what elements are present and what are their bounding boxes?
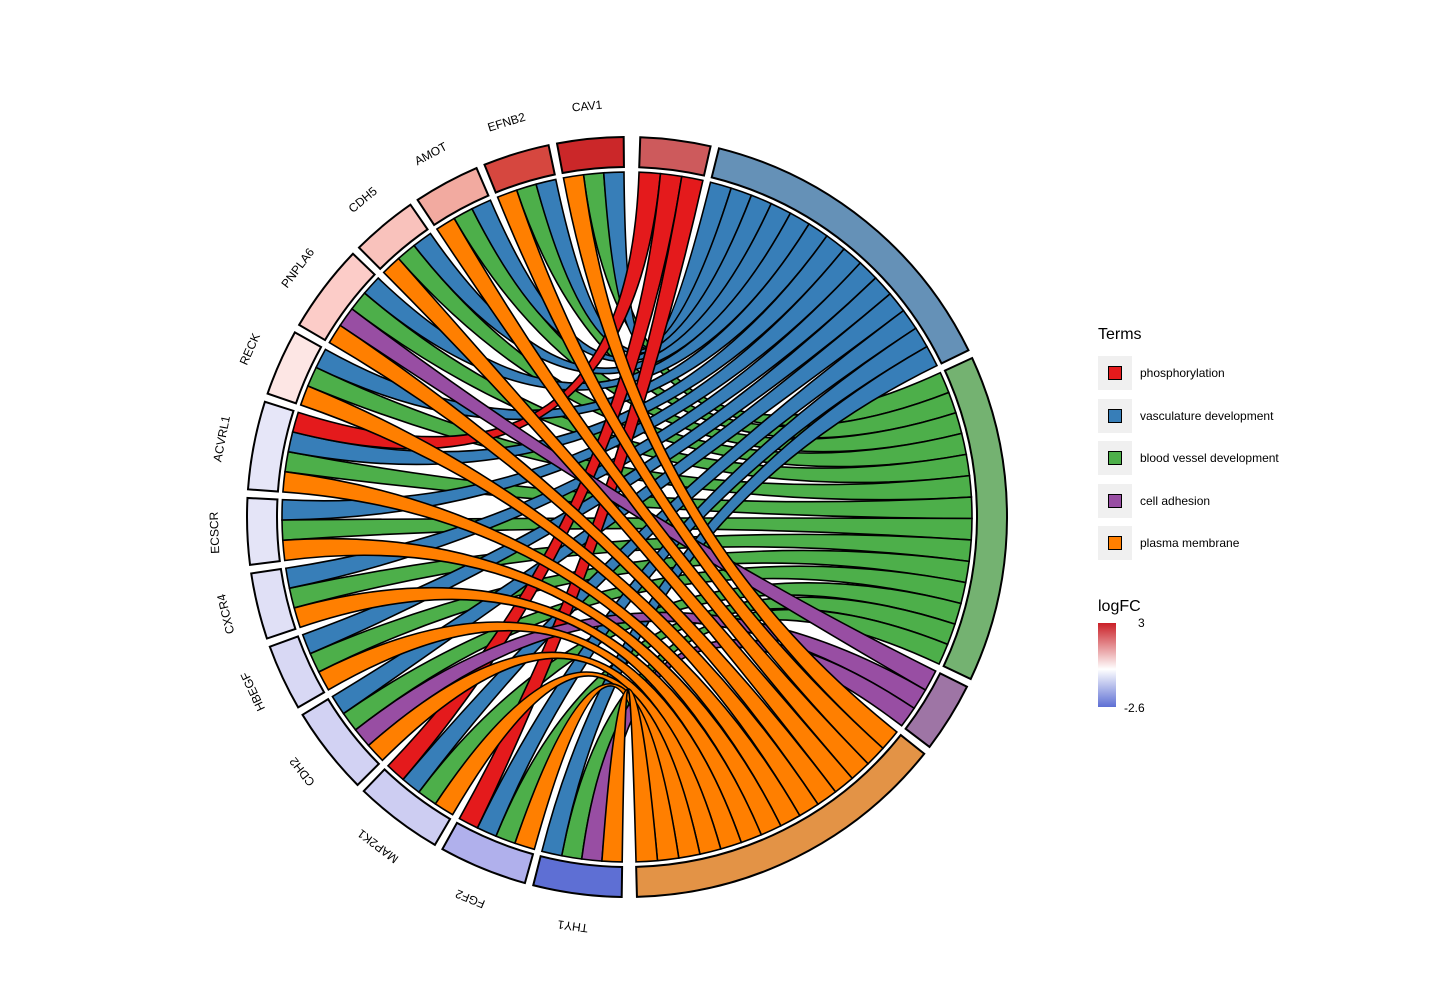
gene-segment-reck: [266, 331, 323, 405]
ribbons-layer: [281, 171, 973, 863]
gene-label-acvrl1: ACVRL1: [210, 414, 233, 463]
term-segment-cell-adhesion: [904, 671, 969, 749]
gene-segment-map2k1: [362, 767, 452, 847]
gene-segment-hbegf: [268, 635, 326, 709]
gene-label-cxcr4: CXCR4: [214, 592, 237, 635]
legend-swatch: [1108, 493, 1122, 508]
gene-label-thy1: THY1: [556, 917, 589, 935]
gene-segment-cav1: [555, 136, 625, 175]
gene-label-pnpla6: PNPLA6: [278, 245, 317, 290]
legend-label: plasma membrane: [1140, 536, 1240, 551]
legend-item-plasma-membrane: plasma membrane: [1098, 522, 1358, 565]
gene-segment-thy1: [532, 854, 624, 898]
terms-legend-title: Terms: [1098, 326, 1142, 343]
gene-label-amot: AMOT: [412, 139, 450, 168]
gene-label-cdh2: CDH2: [286, 754, 317, 789]
logfc-legend-title: logFC: [1098, 598, 1141, 615]
legend-swatch: [1108, 366, 1122, 381]
gene-segment-acvrl1: [246, 400, 295, 493]
legend-label: phosphorylation: [1140, 366, 1225, 381]
legend-item-vasculature-development: vasculature development: [1098, 395, 1358, 438]
legend-swatch: [1108, 536, 1122, 551]
term-segment-phosphorylation: [638, 136, 712, 177]
terms-legend: Terms phosphorylation vasculature develo…: [1098, 326, 1358, 565]
gene-label-cdh5: CDH5: [346, 184, 380, 216]
gene-label-map2k1: MAP2K1: [355, 826, 401, 866]
legend-swatch: [1108, 451, 1122, 466]
gene-label-ecscr: ECSCR: [207, 511, 223, 554]
gene-segment-cdh5: [357, 203, 429, 271]
gene-segment-fgf2: [441, 821, 535, 885]
gene-segment-amot: [416, 166, 490, 227]
segments-layer: [246, 136, 1008, 898]
gene-segment-cdh2: [301, 697, 381, 787]
legend-label: blood vessel development: [1140, 451, 1279, 466]
logfc-min-label: -2.6: [1124, 701, 1145, 715]
gene-label-cav1: CAV1: [571, 98, 603, 115]
legend-item-cell-adhesion: cell adhesion: [1098, 480, 1358, 523]
logfc-max-label: 3: [1138, 616, 1145, 630]
gene-label-efnb2: EFNB2: [486, 110, 527, 135]
legend-item-blood-vessel-development: blood vessel development: [1098, 437, 1358, 480]
legend-label: cell adhesion: [1140, 493, 1211, 508]
term-segment-blood-vessel-development: [942, 356, 1008, 681]
gene-segment-efnb2: [483, 143, 556, 194]
term-segment-vasculature-development: [710, 147, 970, 365]
logfc-colorbar: [1098, 623, 1116, 707]
gene-segment-pnpla6: [297, 252, 377, 342]
term-segment-plasma-membrane: [635, 733, 926, 898]
gene-segment-ecscr: [246, 496, 281, 567]
gene-label-reck: RECK: [237, 331, 263, 367]
gene-segment-cxcr4: [250, 567, 297, 640]
ribbon-thy1-plasma-membrane: [601, 688, 659, 863]
gene-label-fgf2: FGF2: [453, 886, 487, 911]
legend-swatch: [1108, 408, 1122, 423]
logfc-legend: logFC 3 -2.6: [1098, 598, 1218, 718]
legend-label: vasculature development: [1140, 408, 1274, 423]
gene-label-hbegf: HBEGF: [238, 670, 268, 713]
legend-item-phosphorylation: phosphorylation: [1098, 352, 1358, 395]
